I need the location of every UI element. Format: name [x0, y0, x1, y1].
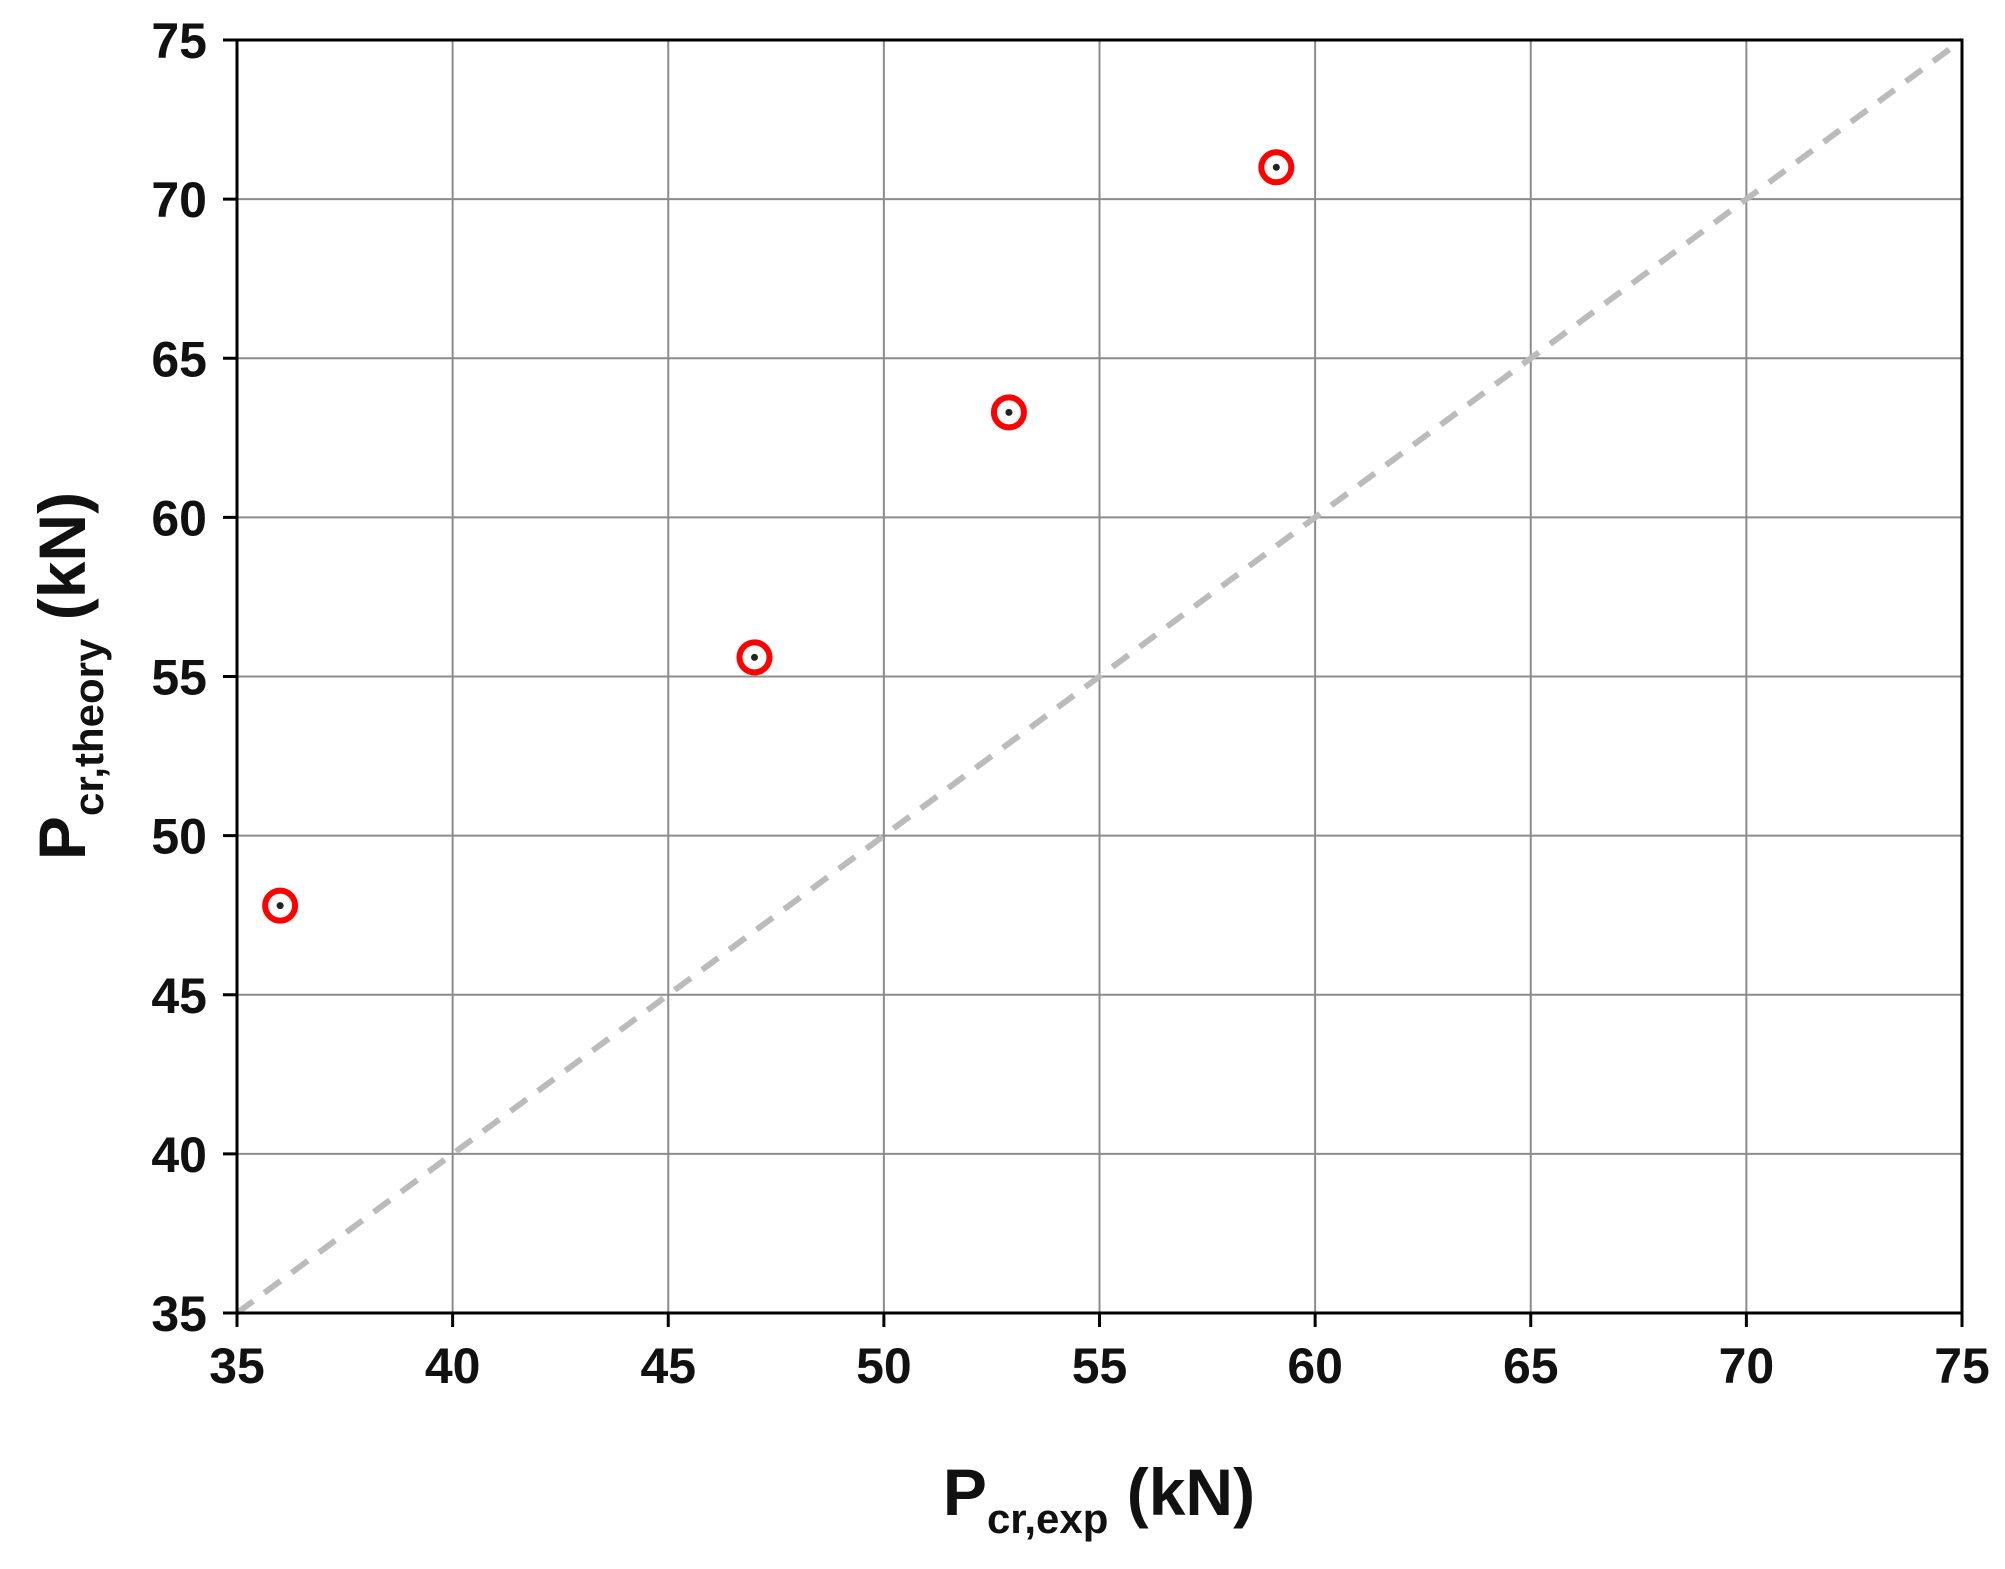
data-points [262, 149, 1295, 924]
data-point [736, 639, 773, 676]
data-point-center [751, 653, 758, 661]
y-tick-label: 65 [151, 331, 207, 387]
x-tick-label: 35 [209, 1338, 265, 1394]
data-point [262, 887, 299, 924]
data-point-center [276, 902, 284, 910]
y-tick-label: 35 [151, 1286, 207, 1342]
data-point-ring [262, 887, 299, 924]
x-tick-label: 55 [1072, 1338, 1128, 1394]
data-point [1258, 149, 1295, 186]
x-axis-title-subscript: cr,exp [987, 1495, 1108, 1542]
x-axis-title-main: P [943, 1455, 987, 1529]
data-point [990, 394, 1027, 431]
y-axis-title-main: P [25, 816, 99, 860]
x-tick-label: 65 [1503, 1338, 1559, 1394]
y-axis-title: Pcr,theory (kN) [25, 492, 112, 860]
y-tick-label: 60 [151, 490, 207, 546]
y-tick-label: 55 [151, 650, 207, 706]
x-axis-ticks: 35 40 45 50 55 60 65 70 75 [209, 1313, 1990, 1394]
data-point-ring [736, 639, 773, 676]
x-axis-title: Pcr,exp (kN) [943, 1455, 1255, 1542]
x-axis-title-unit: (kN) [1108, 1455, 1255, 1529]
reference-line-y-equals-x [235, 37, 1964, 1316]
data-point-ring [990, 394, 1027, 431]
y-axis-title-unit: (kN) [25, 492, 99, 639]
x-tick-label: 60 [1287, 1338, 1343, 1394]
y-axis-ticks: 35 40 45 50 55 60 65 70 75 [151, 13, 237, 1342]
x-tick-label: 40 [425, 1338, 481, 1394]
y-tick-label: 70 [151, 172, 207, 228]
x-tick-label: 50 [856, 1338, 912, 1394]
x-tick-label: 70 [1719, 1338, 1775, 1394]
y-tick-label: 45 [151, 968, 207, 1024]
y-tick-label: 75 [151, 13, 207, 69]
data-point-ring [1258, 149, 1295, 186]
y-tick-label: 40 [151, 1127, 207, 1183]
y-axis-title-subscript: cr,theory [65, 638, 112, 816]
y-tick-label: 50 [151, 809, 207, 865]
data-point-center [1272, 163, 1280, 171]
data-point-center [1005, 408, 1013, 416]
x-tick-label: 45 [640, 1338, 696, 1394]
x-tick-label: 75 [1934, 1338, 1990, 1394]
